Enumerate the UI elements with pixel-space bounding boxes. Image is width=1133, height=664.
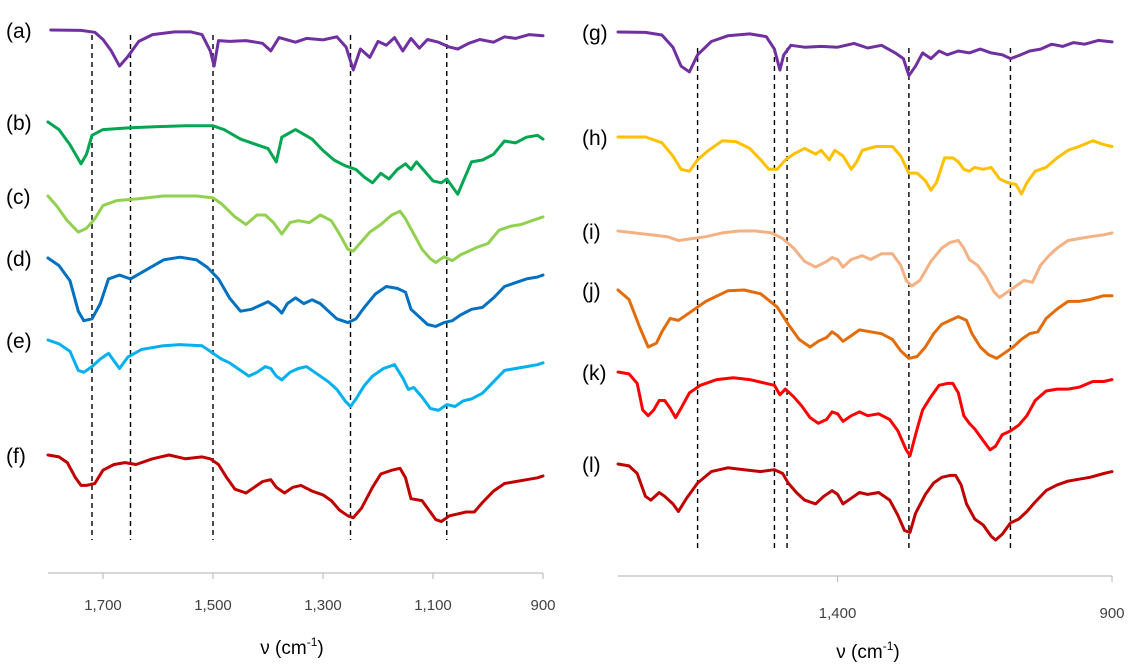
- spectrum-line-a: [49, 28, 545, 72]
- spectrum-line-f: [46, 453, 545, 523]
- spectrum-label: (j): [582, 280, 601, 303]
- spectrum-label: (l): [582, 454, 601, 477]
- spectrum-line-b: [46, 120, 545, 196]
- x-axis-title-text: ν (cm: [260, 638, 306, 659]
- spectrum-line-d: [46, 255, 545, 328]
- spectrum-label: (k): [582, 362, 607, 385]
- x-axis-title: ν (cm-1): [260, 635, 323, 659]
- spectrum-line-h: [616, 135, 1114, 196]
- x-axis-title-close: ): [317, 638, 323, 659]
- spectrum-label: (c): [6, 186, 31, 209]
- spectrum-label: (d): [6, 248, 32, 271]
- x-axis-title: ν (cm-1): [836, 639, 899, 663]
- spectrum-line-g: [616, 30, 1114, 78]
- spectrum-label: (g): [582, 22, 608, 45]
- x-axis-title-close: ): [893, 642, 899, 663]
- x-tick-label: 1,300: [304, 597, 342, 614]
- right-panel: 1,400 900 ν (cm-1) (g) (h) (i) (j) (k) (l): [582, 22, 1125, 663]
- x-tick-label: 900: [530, 597, 555, 614]
- x-axis-title-text: ν (cm: [836, 642, 882, 663]
- spectrum-label: (b): [6, 112, 32, 135]
- x-axis-title-superscript: -1: [883, 639, 894, 653]
- spectrum-label: (i): [582, 221, 601, 244]
- spectrum-line-i: [616, 229, 1114, 299]
- spectrum-line-j: [616, 288, 1114, 360]
- left-panel: 1,700 1,500 1,300 1,100 900 ν (cm-1) (a) (b) (c)…: [6, 20, 556, 659]
- x-tick-label: 1,500: [194, 597, 232, 614]
- spectrum-label: (f): [6, 445, 26, 468]
- spectrum-line-e: [46, 338, 545, 412]
- spectrum-label: (h): [582, 127, 608, 150]
- spectrum-label: (a): [6, 20, 32, 43]
- spectrum-line-c: [46, 194, 545, 264]
- x-tick-label: 1,100: [414, 597, 452, 614]
- x-tick-label: 1,700: [84, 597, 122, 614]
- spectrum-line-k: [616, 370, 1114, 458]
- x-axis-title-superscript: -1: [307, 635, 318, 649]
- x-tick-label: 1,400: [819, 605, 857, 622]
- x-tick-label: 900: [1099, 605, 1124, 622]
- spectrum-label: (e): [6, 330, 32, 353]
- spectrum-line-l: [616, 462, 1114, 542]
